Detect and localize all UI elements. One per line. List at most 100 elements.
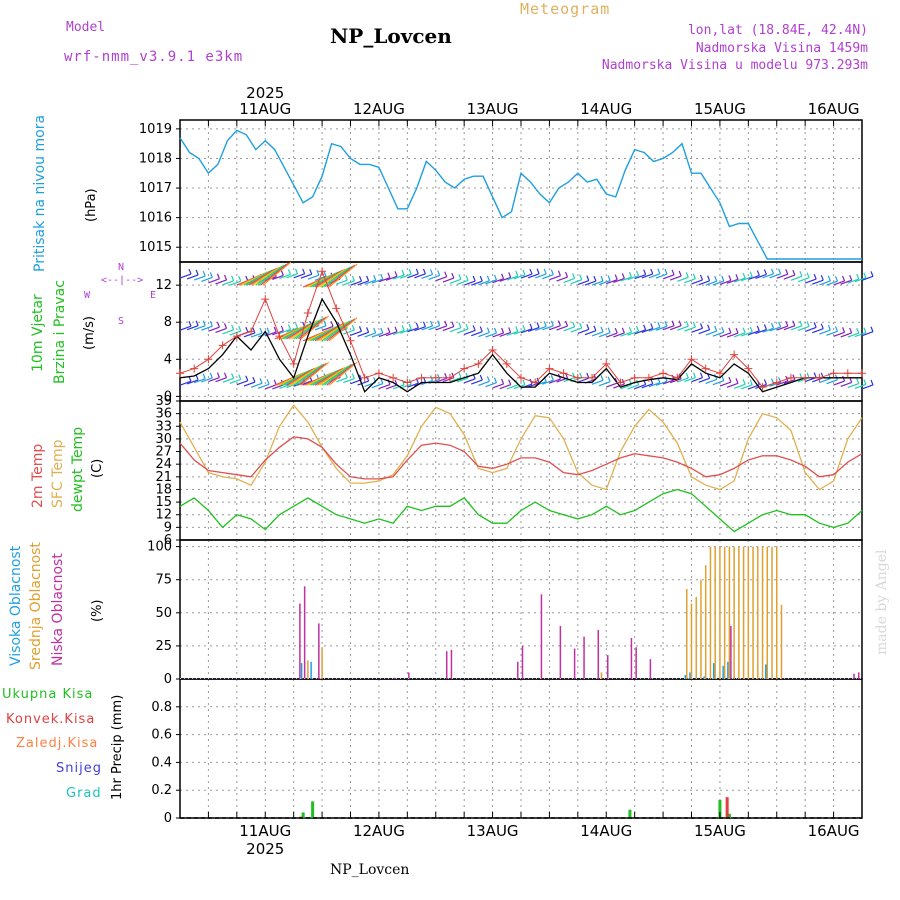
wind-barb — [215, 327, 227, 333]
wind-barb — [842, 275, 846, 282]
date-label-bottom: 11AUG — [239, 822, 291, 840]
wind-barb — [195, 374, 199, 381]
wind-barb — [195, 320, 199, 326]
wind-barb — [298, 316, 327, 340]
wind-barb — [691, 327, 703, 333]
wind-barb — [401, 325, 405, 331]
wind-barb — [699, 323, 704, 329]
gust-marker — [715, 369, 724, 378]
wind-barb — [471, 331, 483, 337]
wind-barb — [549, 378, 561, 384]
wind-barb — [513, 274, 526, 280]
date-label-bottom: 13AUG — [467, 822, 519, 840]
cloud-ytick-label: 25 — [155, 639, 172, 654]
compass-n: N — [118, 262, 125, 273]
date-label-top: 12AUG — [353, 100, 405, 118]
pressure-ytick-label: 1018 — [139, 151, 172, 166]
gust-marker — [602, 359, 611, 368]
temp-ytick-label: 33 — [155, 419, 172, 434]
wind-barb — [195, 269, 199, 276]
wind-barb — [792, 320, 796, 326]
wind-barb — [400, 273, 412, 279]
gust-marker — [573, 373, 582, 382]
wind-barb — [636, 325, 640, 332]
wind-barb — [527, 326, 540, 333]
wind-barb — [834, 275, 839, 282]
wind-barb — [664, 268, 668, 275]
wind-barb — [579, 372, 583, 378]
temp-ytick-label: 6 — [164, 533, 172, 548]
wind-barb — [428, 274, 440, 280]
precip-hail-label: Grad — [66, 786, 102, 801]
wind-barb — [748, 274, 760, 280]
wind-barb — [662, 274, 675, 280]
wind-barb — [705, 330, 717, 336]
wind-barb — [726, 332, 739, 338]
wind-barb — [769, 381, 781, 387]
date-label-top: 15AUG — [694, 100, 746, 118]
wind-barb — [279, 273, 291, 279]
temp-ytick-label: 21 — [155, 470, 172, 485]
wind-barb — [662, 379, 675, 385]
wind-barb — [407, 273, 419, 279]
gust-marker — [232, 332, 241, 341]
cloud-ytick-label: 0 — [164, 672, 172, 687]
wind-barb — [726, 382, 739, 388]
wind-barb — [216, 321, 220, 328]
wind-barb — [326, 264, 356, 288]
temp-ytick-label: 15 — [155, 495, 172, 510]
wind-barb — [295, 268, 299, 275]
wind-barb — [549, 275, 561, 281]
wind-barb — [321, 325, 334, 331]
wind-barb — [188, 268, 192, 275]
wind-barb — [520, 273, 533, 279]
gust-marker — [389, 373, 398, 382]
wind-barb — [385, 384, 398, 390]
wind-barb — [812, 279, 824, 285]
model-label: Model — [66, 20, 106, 35]
year-label-bottom: 2025 — [246, 840, 284, 858]
wind-barb — [570, 327, 582, 333]
wind-barb — [478, 380, 490, 386]
wind-barb — [222, 280, 234, 286]
footer-station: NP_Lovcen — [330, 862, 410, 878]
wind-barb — [856, 378, 860, 384]
wind-barb — [847, 383, 859, 389]
wind-barb — [520, 328, 533, 334]
wind-barb — [721, 375, 725, 381]
wind-barb — [819, 378, 831, 384]
wind-barb — [570, 279, 582, 285]
cloud-ytick-label: 75 — [155, 573, 172, 588]
wind-barb — [542, 379, 554, 385]
wind-barb — [643, 324, 647, 331]
wind-barb — [257, 263, 287, 286]
wind-barb — [290, 319, 320, 340]
wind-barb — [770, 268, 775, 275]
wind-barb — [684, 376, 696, 383]
date-label-bottom: 15AUG — [694, 822, 746, 840]
wind-barb — [677, 377, 689, 383]
wind-barb — [827, 275, 831, 282]
wind-barb — [671, 320, 675, 326]
wind-barb — [273, 379, 277, 386]
wind-barb — [343, 378, 355, 384]
wind-barb — [854, 277, 867, 283]
wind-barb — [435, 377, 447, 383]
wind-barb — [834, 326, 839, 332]
wind-barb — [262, 261, 292, 286]
wind-barb — [542, 325, 554, 331]
wind-barb — [783, 274, 796, 280]
wind-barb — [293, 273, 305, 279]
wind-barb — [229, 378, 241, 384]
wind-barb — [201, 276, 213, 282]
precip-frozen-label: Zaledj.Kisa — [16, 736, 99, 751]
wind-barb — [748, 330, 760, 336]
total-precip-bar — [301, 812, 305, 818]
temp-ytick-label: 27 — [155, 445, 172, 460]
wind-barb — [456, 279, 469, 285]
gust-marker — [261, 295, 270, 304]
wind-barb — [463, 329, 476, 335]
wind-barb — [479, 275, 483, 282]
wind-barb — [343, 280, 355, 286]
wind-barb — [564, 320, 569, 327]
